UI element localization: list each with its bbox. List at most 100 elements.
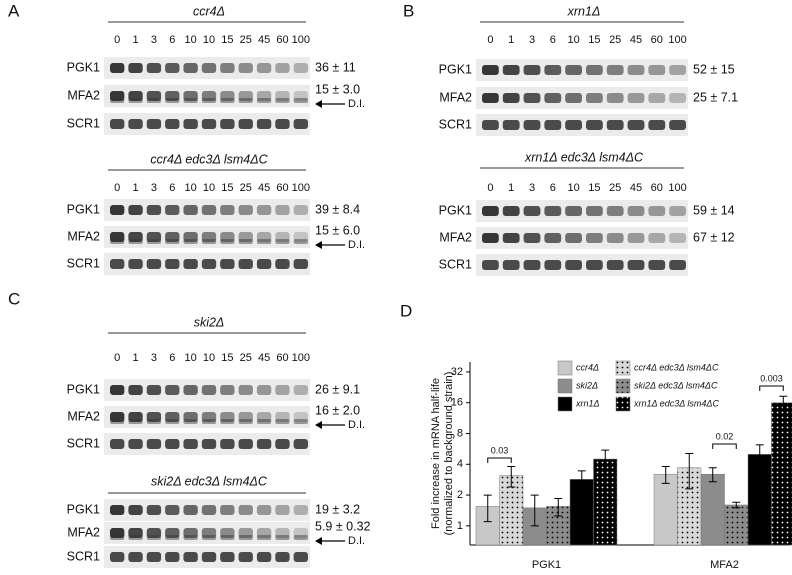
timepoint: 1 — [132, 352, 138, 364]
timepoint: 15 — [221, 182, 233, 194]
blot-band — [201, 98, 217, 103]
legend-label: ccr4Δ edc3Δ lsm4ΔC — [634, 362, 719, 372]
blot-band — [201, 119, 217, 129]
blot-band — [220, 505, 235, 515]
blot-band — [482, 120, 499, 130]
p-value: 0.003 — [760, 373, 783, 383]
timepoint: 1 — [508, 34, 514, 46]
blot-band — [238, 259, 253, 269]
blot-band — [165, 419, 180, 424]
half-life: 15 ± 3.0 — [315, 82, 360, 96]
blot-band — [544, 260, 562, 270]
timepoint: 1 — [132, 182, 138, 194]
blot-band — [648, 260, 666, 270]
blot-band — [238, 528, 253, 538]
note: D.I. — [348, 98, 365, 110]
blot-band — [238, 63, 253, 73]
error-bar — [577, 470, 586, 491]
blot-band — [256, 63, 272, 73]
blot-band — [146, 119, 162, 129]
row-label: MFA2 — [67, 525, 100, 539]
half-life: 67 ± 12 — [693, 230, 735, 244]
panel-letter: C — [8, 289, 20, 308]
x-tick-label: MFA2 — [710, 559, 739, 571]
blot-band — [238, 91, 253, 101]
blot-band — [146, 552, 162, 562]
legend-swatch — [557, 396, 573, 412]
error-bar — [554, 498, 563, 517]
timepoint: 45 — [630, 34, 642, 46]
blot-band — [110, 91, 125, 101]
blot-band — [220, 528, 235, 538]
blot-band — [293, 552, 308, 562]
blot-band — [220, 385, 235, 395]
bracket — [759, 385, 784, 391]
row-label: MFA2 — [67, 88, 100, 102]
half-life: 19 ± 3.2 — [315, 502, 360, 516]
bar — [724, 504, 749, 546]
blot-band — [201, 232, 217, 242]
blot-band — [128, 412, 143, 422]
blot-band — [293, 419, 308, 424]
blot-band — [238, 535, 253, 540]
blot-band — [238, 205, 253, 215]
blot-band — [220, 439, 235, 449]
blot-band — [627, 260, 645, 270]
blot-band — [586, 206, 603, 216]
blot-band — [110, 535, 125, 540]
half-life: 16 ± 2.0 — [315, 403, 360, 417]
half-life: 26 ± 9.1 — [315, 382, 360, 396]
blot-band — [128, 552, 143, 562]
bar — [653, 473, 678, 546]
blot-band — [201, 63, 217, 73]
blot-band — [128, 385, 143, 395]
row-label: SCR1 — [67, 116, 100, 130]
blot-title: ccr4Δ — [193, 4, 225, 18]
legend-label: ccr4Δ — [576, 362, 599, 372]
blot-band — [502, 260, 520, 270]
timepoint: 3 — [151, 182, 157, 194]
row-label: MFA2 — [439, 230, 472, 244]
error-bar — [661, 466, 670, 484]
blot-band — [220, 91, 235, 101]
timepoint: 10 — [185, 34, 197, 46]
blot-band — [275, 535, 290, 540]
error-bar — [530, 494, 539, 527]
half-life: 59 ± 14 — [693, 203, 735, 217]
timepoint: 3 — [529, 34, 535, 46]
timepoint: 60 — [276, 34, 288, 46]
blot-band — [110, 552, 125, 562]
y-axis-label: Fold increase in mRNA half-life — [430, 378, 442, 529]
blot-band — [220, 412, 235, 422]
blot-band — [165, 259, 180, 269]
panel-letter: A — [8, 1, 20, 20]
timepoint: 15 — [588, 34, 600, 46]
blot-band — [523, 93, 541, 103]
blot-band — [293, 528, 308, 538]
blot-band — [183, 205, 198, 215]
row-label: PGK1 — [67, 502, 100, 516]
legend-swatch — [557, 360, 573, 376]
timepoint: 45 — [630, 182, 642, 194]
y-axis-label: (normalized to background strain) — [443, 372, 455, 536]
blot-band — [606, 93, 624, 103]
timepoint: 6 — [550, 34, 556, 46]
blot-title: ccr4Δ edc3Δ lsm4ΔC — [150, 152, 268, 166]
bar — [593, 458, 618, 546]
p-value: 0.02 — [716, 431, 734, 441]
error-bar — [755, 444, 764, 468]
blot-band — [220, 239, 235, 244]
blot-band — [165, 505, 180, 515]
blot-band — [183, 385, 198, 395]
blot-band — [128, 535, 143, 540]
timepoint: 15 — [588, 182, 600, 194]
blot-band — [146, 91, 162, 101]
blot-band — [220, 98, 235, 103]
blot-band — [183, 239, 198, 244]
blot-band — [544, 65, 562, 75]
blot-band — [523, 206, 541, 216]
blot-band — [544, 206, 562, 216]
blot-band — [275, 98, 290, 103]
blot-band — [128, 419, 143, 424]
